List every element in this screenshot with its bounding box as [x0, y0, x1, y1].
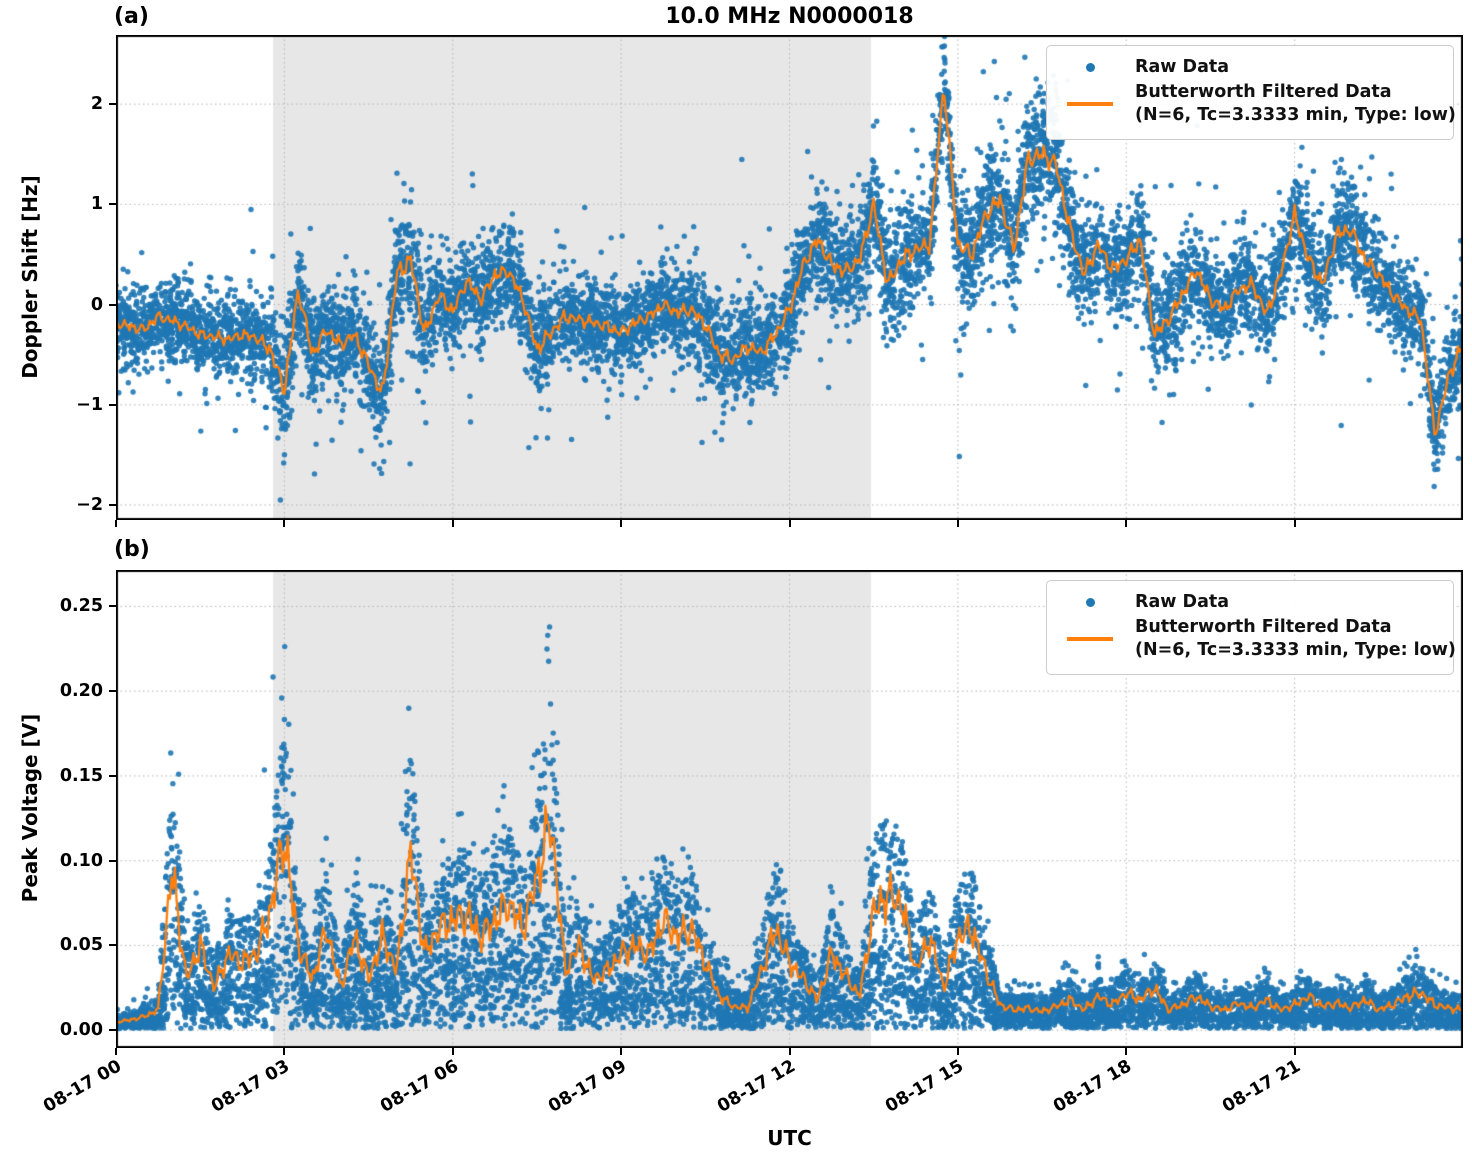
y-tick-label: 0.10: [59, 850, 103, 871]
y-tick-label: 0.25: [59, 596, 103, 617]
x-tick-mark: [788, 520, 791, 527]
x-tick-label: 08-17 03: [208, 1056, 294, 1117]
x-tick-label: 08-17 21: [1218, 1056, 1304, 1117]
y-tick-label: 0.20: [59, 681, 103, 702]
y-tick-mark: [109, 944, 116, 947]
y-tick-mark: [109, 774, 116, 777]
filtered-data-line-icon: [1067, 637, 1113, 642]
x-tick-mark: [451, 1048, 454, 1055]
panel-a-tag: (a): [114, 4, 149, 29]
x-tick-label: 08-17 18: [1050, 1056, 1136, 1117]
y-tick-mark: [109, 503, 116, 506]
x-tick-mark: [115, 1048, 117, 1055]
y-tick-mark: [109, 303, 116, 306]
raw-data-marker-icon: [1085, 63, 1095, 73]
panel-b-y-axis-label: Peak Voltage [V]: [18, 713, 42, 903]
y-tick-label: 2: [90, 94, 103, 115]
x-axis-label: UTC: [767, 1126, 812, 1150]
legend-filtered-params: (N=6, Tc=3.3333 min, Type: low): [1135, 640, 1456, 661]
x-tick-mark: [283, 520, 286, 527]
legend-filtered-label: Butterworth Filtered Data (N=6, Tc=3.3333…: [1135, 81, 1456, 127]
x-tick-label: 08-17 09: [545, 1056, 631, 1117]
legend-entry-filtered-data: Butterworth Filtered Data (N=6, Tc=3.3333…: [1059, 616, 1456, 662]
y-tick-label: 0.15: [59, 765, 103, 786]
y-tick-mark: [109, 203, 116, 206]
panel-b-legend: Raw Data Butterworth Filtered Data (N=6, …: [1046, 580, 1456, 676]
y-tick-mark: [109, 605, 116, 608]
x-tick-mark: [451, 520, 454, 527]
y-tick-label: −1: [76, 394, 103, 415]
legend-entry-filtered-data: Butterworth Filtered Data (N=6, Tc=3.3333…: [1059, 81, 1456, 127]
x-tick-mark: [956, 520, 959, 527]
y-tick-mark: [109, 403, 116, 406]
y-tick-mark: [109, 1029, 116, 1032]
x-tick-mark: [1293, 1048, 1296, 1055]
x-tick-mark: [1125, 1048, 1128, 1055]
panel-a-legend: Raw Data Butterworth Filtered Data (N=6, …: [1046, 45, 1456, 141]
raw-data-marker-icon: [1085, 598, 1095, 608]
legend-entry-raw-data: Raw Data: [1059, 591, 1441, 614]
y-tick-label: 0.00: [59, 1020, 103, 1041]
x-tick-mark: [1293, 520, 1296, 527]
x-tick-mark: [788, 1048, 791, 1055]
x-tick-label: 08-17 12: [713, 1056, 799, 1117]
legend-filtered-label: Butterworth Filtered Data (N=6, Tc=3.3333…: [1135, 616, 1456, 662]
x-tick-label: 08-17 00: [40, 1056, 125, 1117]
x-tick-mark: [115, 520, 117, 527]
filtered-data-line-icon: [1067, 102, 1113, 107]
x-tick-mark: [620, 1048, 623, 1055]
x-tick-mark: [283, 1048, 286, 1055]
y-tick-mark: [109, 690, 116, 693]
legend-filtered-params: (N=6, Tc=3.3333 min, Type: low): [1135, 105, 1456, 126]
y-tick-label: 0.05: [59, 935, 103, 956]
legend-filtered-title: Butterworth Filtered Data: [1135, 82, 1392, 103]
y-tick-mark: [109, 859, 116, 862]
y-tick-label: −2: [76, 494, 103, 515]
legend-filtered-title: Butterworth Filtered Data: [1135, 617, 1392, 638]
legend-raw-label: Raw Data: [1135, 57, 1230, 77]
x-tick-label: 08-17 15: [882, 1056, 967, 1117]
x-tick-label: 08-17 06: [376, 1056, 462, 1117]
legend-entry-raw-data: Raw Data: [1059, 56, 1441, 79]
y-tick-label: 1: [90, 194, 103, 215]
panel-b-tag: (b): [114, 537, 150, 562]
legend-raw-label: Raw Data: [1135, 592, 1230, 612]
chart-title: 10.0 MHz N0000018: [665, 4, 914, 29]
x-tick-mark: [1125, 520, 1128, 527]
x-tick-mark: [620, 520, 623, 527]
x-tick-mark: [956, 1048, 959, 1055]
y-tick-mark: [109, 103, 116, 106]
y-tick-label: 0: [90, 294, 103, 315]
